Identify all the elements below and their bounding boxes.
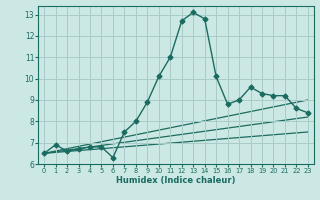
X-axis label: Humidex (Indice chaleur): Humidex (Indice chaleur)	[116, 176, 236, 185]
